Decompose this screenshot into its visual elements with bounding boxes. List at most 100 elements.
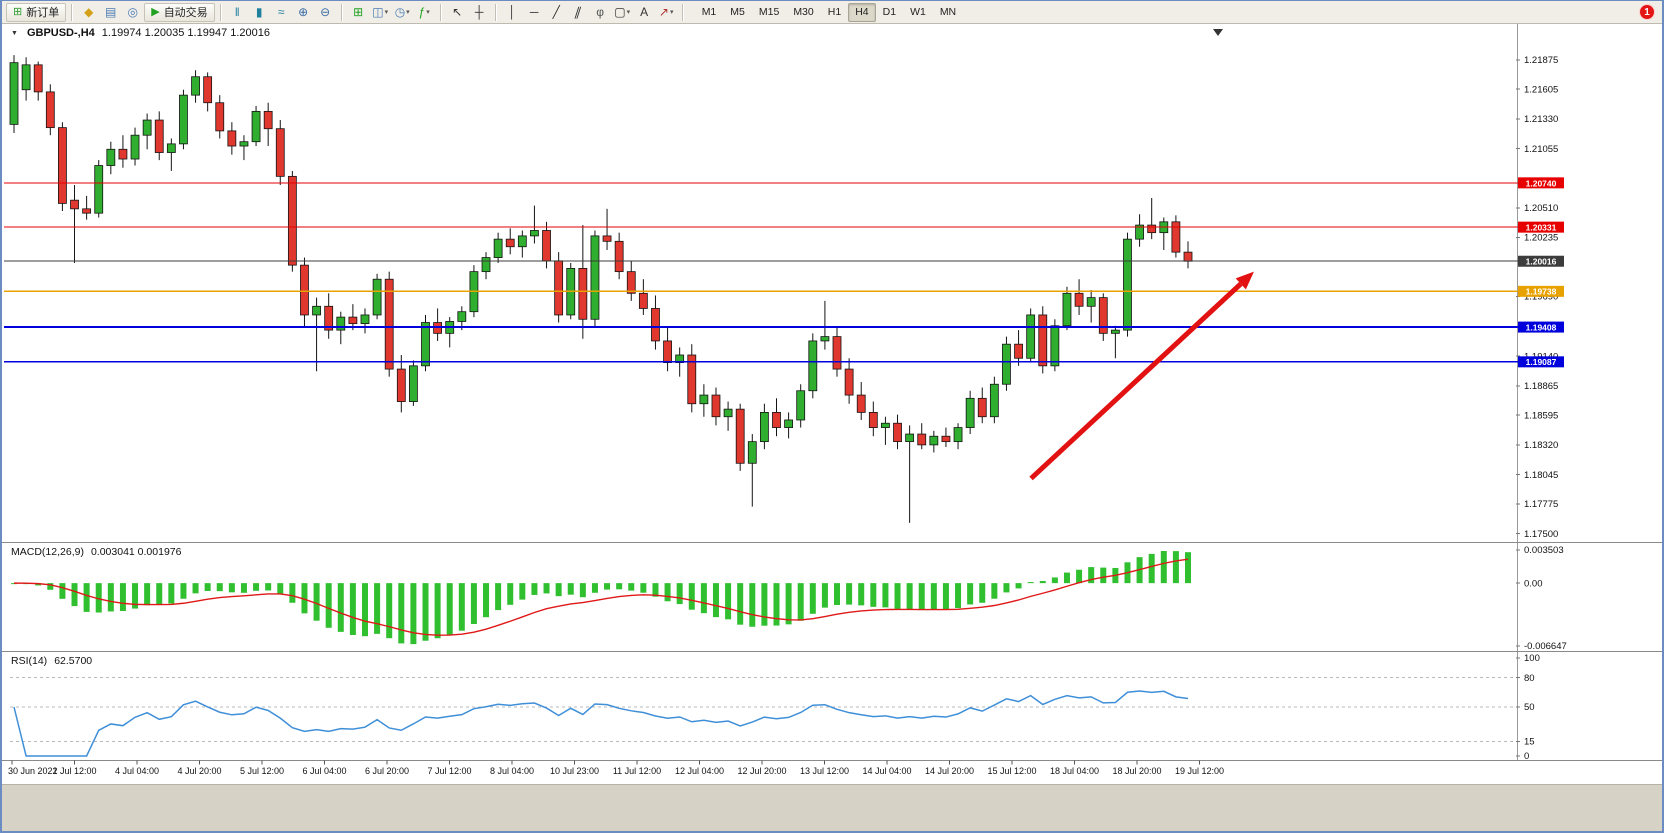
vertical-line-icon[interactable]: │ — [502, 3, 523, 22]
channel-icon[interactable]: ∥ — [568, 3, 589, 22]
bar-chart-icon: ‖ — [234, 5, 240, 19]
trendline-icon[interactable]: ╱ — [546, 3, 567, 22]
macd-panel[interactable]: 0.003503 0.00 -0.006647 — [11, 545, 1567, 652]
horizontal-lines-layer[interactable]: 1.20740 1.20331 1.20016 1.19738 1.19408 1.190… — [4, 177, 1564, 368]
cursor-icon: ↖ — [452, 5, 463, 19]
price-tag — [1518, 356, 1564, 368]
charts-icon: ◆ — [84, 5, 94, 19]
trendline-icon: ╱ — [552, 5, 560, 19]
indicators-icon[interactable]: ƒ ▾ — [414, 3, 435, 22]
arrows-icon: ↗ — [658, 5, 669, 19]
text-label-icon: A — [640, 5, 649, 19]
horizontal-line-icon[interactable]: ─ — [524, 3, 545, 22]
shapes-icon[interactable]: ▢ ▾ — [612, 3, 633, 22]
timeframe-h4[interactable]: H4 — [848, 2, 876, 22]
rsi-panel[interactable]: 100 80 50 15 0 — [10, 653, 1540, 762]
profiles-icon[interactable]: ◷ ▾ — [392, 3, 413, 22]
dropdown-arrow-icon: ▾ — [384, 9, 389, 16]
navigator-icon[interactable]: ◎ — [122, 3, 143, 22]
new-chart-icon: ◫ — [372, 5, 384, 19]
crosshair-icon: ┼ — [474, 5, 484, 19]
svg-text:14 Jul 20:00: 14 Jul 20:00 — [925, 766, 974, 776]
new-order-button-label: 新订单 — [26, 7, 60, 19]
line-chart-icon[interactable]: ≈ — [271, 3, 292, 22]
svg-text:1.18320: 1.18320 — [1524, 440, 1558, 451]
autotrade-button-label: 自动交易 — [163, 7, 208, 19]
svg-text:1.20331: 1.20331 — [1526, 223, 1557, 233]
svg-text:15 Jul 12:00: 15 Jul 12:00 — [987, 766, 1036, 776]
svg-text:18 Jul 20:00: 18 Jul 20:00 — [1112, 766, 1161, 776]
timeframe-m1[interactable]: M1 — [701, 6, 717, 18]
price-tag — [1518, 255, 1564, 267]
svg-text:50: 50 — [1524, 702, 1535, 713]
svg-text:1.21605: 1.21605 — [1524, 84, 1558, 95]
timeframe-m15[interactable]: M15 — [758, 6, 780, 18]
svg-text:0.003503: 0.003503 — [1524, 545, 1564, 556]
candlestick-chart-icon[interactable]: ▮ — [249, 3, 270, 22]
main-price-panel[interactable] — [9, 55, 1193, 523]
svg-text:12 Jul 04:00: 12 Jul 04:00 — [675, 766, 724, 776]
svg-text:1.17775: 1.17775 — [1524, 499, 1558, 510]
dropdown-arrow-icon: ▾ — [426, 9, 430, 16]
timeframe-toolbar: M1 M5 M15 M30 H1 H4 D1 W1 MN — [695, 2, 963, 22]
toolbar-separator — [681, 3, 684, 21]
svg-text:80: 80 — [1524, 673, 1535, 684]
toolbar-separator — [340, 3, 343, 21]
svg-text:19 Jul 12:00: 19 Jul 12:00 — [1175, 766, 1224, 776]
svg-text:1.19690: 1.19690 — [1524, 292, 1558, 303]
timeframe-m30[interactable]: M30 — [793, 6, 814, 18]
fibonacci-icon[interactable]: φ — [590, 3, 611, 22]
timeframe-h1[interactable]: H1 — [827, 6, 842, 18]
autotrade-button[interactable]: ▶ 自动交易 — [144, 2, 215, 22]
indicators-icon: ƒ — [418, 5, 426, 19]
new-chart-icon[interactable]: ◫ ▾ — [370, 3, 391, 22]
charts-icon[interactable]: ◆ — [78, 3, 99, 22]
chart-area: ▼ GBPUSD-,H4 1.19974 1.20035 1.19947 1.200… — [2, 24, 1662, 831]
dropdown-arrow-icon: ▾ — [669, 9, 674, 16]
svg-text:6 Jul 20:00: 6 Jul 20:00 — [365, 766, 409, 776]
zoom-in-icon[interactable]: ⊕ — [293, 3, 314, 22]
svg-text:14 Jul 04:00: 14 Jul 04:00 — [862, 766, 911, 776]
svg-text:0: 0 — [1524, 751, 1529, 762]
horizontal-line-icon: ─ — [529, 5, 539, 19]
timeframe-m5[interactable]: M5 — [730, 6, 745, 18]
toolbar: ⊞ 新订单 ◆ ▤ ◎ ▶ 自动交易 ‖ ▮ ≈ ⊕ ⊖ ⊞ ◫ ▾ ◷ ▾ ƒ ▾ ↖ ┼ │ ─ ╱ ∥ φ ▢ ▾ A ↗ ▾ M1 M… — [2, 1, 1662, 24]
autotrade-icon: ▶ — [151, 5, 160, 18]
timeframe-d1[interactable]: D1 — [882, 6, 897, 18]
svg-text:1 Jul 12:00: 1 Jul 12:00 — [52, 766, 96, 776]
navigator-icon: ◎ — [127, 5, 138, 19]
toolbar-separator — [71, 3, 74, 21]
tile-windows-icon[interactable]: ⊞ — [348, 3, 369, 22]
arrows-icon[interactable]: ↗ ▾ — [656, 3, 677, 22]
channel-icon: ∥ — [572, 5, 584, 19]
svg-text:1.21875: 1.21875 — [1524, 55, 1558, 66]
chart-canvas[interactable]: 1.21875 1.21605 1.21330 1.21055 1.20510 1.202… — [2, 24, 1662, 784]
crosshair-icon[interactable]: ┼ — [469, 3, 490, 22]
chart-shift-marker[interactable] — [1213, 29, 1223, 36]
text-label-icon[interactable]: A — [634, 3, 655, 22]
toolbar-separator — [439, 3, 442, 21]
svg-text:1.17500: 1.17500 — [1524, 529, 1558, 540]
svg-text:-0.006647: -0.006647 — [1524, 641, 1567, 652]
svg-text:1.20740: 1.20740 — [1526, 178, 1557, 188]
timeframe-w1[interactable]: W1 — [910, 6, 926, 18]
trend-arrow-annotation[interactable] — [1029, 271, 1254, 481]
svg-text:7 Jul 12:00: 7 Jul 12:00 — [427, 766, 471, 776]
svg-text:1.19738: 1.19738 — [1526, 287, 1557, 297]
toolbar-items: ⊞ 新订单 ◆ ▤ ◎ ▶ 自动交易 ‖ ▮ ≈ ⊕ ⊖ ⊞ ◫ ▾ ◷ ▾ ƒ ▾ ↖ ┼ │ ─ ╱ ∥ φ ▢ ▾ A ↗ ▾ — [6, 2, 688, 22]
price-axis[interactable]: 1.21875 1.21605 1.21330 1.21055 1.20510 1.202… — [1516, 55, 1558, 540]
timeframe-mn[interactable]: MN — [939, 6, 957, 18]
svg-text:6 Jul 04:00: 6 Jul 04:00 — [302, 766, 346, 776]
rsi-line — [13, 690, 1189, 757]
price-tag — [1518, 285, 1564, 297]
market-watch-icon[interactable]: ▤ — [100, 3, 121, 22]
svg-text:18 Jul 04:00: 18 Jul 04:00 — [1050, 766, 1099, 776]
svg-text:100: 100 — [1524, 653, 1540, 664]
price-tag — [1518, 321, 1564, 333]
bar-chart-icon[interactable]: ‖ — [227, 3, 248, 22]
zoom-out-icon[interactable]: ⊖ — [315, 3, 336, 22]
notification-badge[interactable]: 1 — [1639, 4, 1655, 20]
new-order-button[interactable]: ⊞ 新订单 — [6, 2, 67, 22]
cursor-icon[interactable]: ↖ — [447, 3, 468, 22]
